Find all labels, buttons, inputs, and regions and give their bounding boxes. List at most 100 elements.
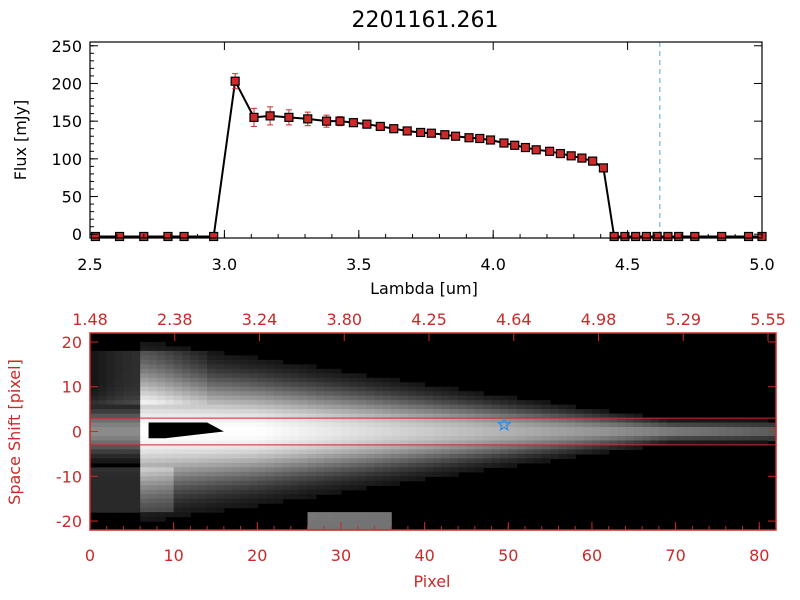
- image-cell: [675, 431, 685, 437]
- image-cell: [449, 409, 459, 415]
- image-cell: [131, 480, 141, 486]
- image-cell: [458, 409, 468, 415]
- image-cell: [483, 440, 493, 446]
- image-cell: [324, 467, 334, 473]
- image-cell: [692, 435, 702, 442]
- image-cell: [483, 435, 493, 442]
- image-cell: [357, 458, 367, 464]
- image-cell: [156, 516, 166, 522]
- image-cell: [332, 440, 342, 446]
- image-cell: [366, 480, 376, 486]
- image-cell: [223, 431, 233, 437]
- image-cell: [474, 462, 484, 468]
- image-cell: [140, 512, 150, 518]
- image-cell: [115, 494, 125, 500]
- image-cell: [198, 373, 208, 379]
- image-cell: [98, 449, 108, 455]
- image-cell: [558, 449, 568, 455]
- image-cell: [240, 458, 250, 464]
- image-cell: [759, 418, 769, 424]
- image-cell: [449, 404, 459, 410]
- image-cell: [324, 431, 334, 437]
- image-cell: [324, 418, 334, 424]
- image-cell: [466, 427, 476, 433]
- image-cell: [223, 382, 233, 388]
- image-cell: [658, 431, 668, 437]
- image-cell: [399, 471, 409, 477]
- saturated-region: [148, 422, 224, 439]
- image-cell: [391, 480, 401, 486]
- image-cell: [315, 431, 325, 437]
- image-cell: [223, 489, 233, 495]
- image-cell: [131, 404, 141, 410]
- image-cell: [625, 422, 635, 428]
- image-cell: [508, 458, 518, 464]
- image-cell: [265, 431, 275, 437]
- image-cell: [349, 458, 359, 464]
- image-cell: [533, 449, 543, 455]
- image-cell: [717, 418, 727, 424]
- image-cell: [717, 431, 727, 437]
- image-cell: [140, 391, 150, 397]
- image-cell: [165, 404, 175, 410]
- image-cell: [156, 462, 166, 468]
- image-cell: [340, 471, 350, 477]
- image-cell: [683, 435, 693, 442]
- image-cell: [667, 431, 677, 437]
- image-cell: [533, 422, 543, 428]
- image-cell: [391, 409, 401, 415]
- image-cell: [207, 413, 217, 419]
- image-cell: [106, 471, 116, 477]
- image-cell: [106, 444, 116, 451]
- image-cell: [533, 400, 543, 406]
- image-cell: [499, 427, 509, 433]
- image-cell: [299, 449, 309, 455]
- image-cell: [366, 440, 376, 446]
- image-cell: [499, 400, 509, 406]
- image-cell: [516, 458, 526, 464]
- image-cell: [207, 409, 217, 415]
- image-cell: [115, 427, 125, 433]
- image-cell: [374, 404, 384, 410]
- image-cell: [416, 409, 426, 415]
- image-cell: [232, 355, 242, 361]
- image-cell: [106, 382, 116, 388]
- image-cell: [198, 444, 208, 451]
- image-cell: [366, 449, 376, 455]
- image-cell: [207, 485, 217, 491]
- image-cell: [709, 418, 719, 424]
- image-cell: [173, 346, 183, 352]
- image-cell: [207, 462, 217, 468]
- image-cell: [198, 471, 208, 477]
- image-cell: [433, 458, 442, 464]
- image-cell: [106, 359, 116, 365]
- image-cell: [491, 409, 501, 415]
- image-cell: [466, 400, 476, 406]
- image-cell: [248, 386, 258, 392]
- image-cell: [148, 364, 158, 370]
- image-cell: [156, 413, 166, 419]
- image-cell: [449, 431, 459, 437]
- image-cell: [433, 386, 442, 392]
- image-cell: [374, 462, 384, 468]
- image-cell: [223, 364, 233, 370]
- data-point: [566, 151, 576, 161]
- image-cell: [391, 404, 401, 410]
- image-cell: [98, 364, 108, 370]
- image-cell: [257, 382, 267, 388]
- image-cell: [299, 377, 309, 383]
- image-cell: [282, 386, 292, 392]
- image-cell: [516, 409, 526, 415]
- image-cell: [290, 471, 300, 477]
- image-cell: [374, 516, 384, 522]
- image-cell: [207, 449, 217, 455]
- image-cell: [391, 449, 401, 455]
- image-cell: [115, 418, 125, 424]
- image-cell: [458, 400, 468, 406]
- image-cell: [424, 449, 434, 455]
- image-cell: [165, 368, 175, 374]
- image-cell: [207, 404, 217, 410]
- image-cell: [617, 422, 627, 428]
- image-cell: [173, 512, 183, 518]
- image-cell: [106, 449, 116, 455]
